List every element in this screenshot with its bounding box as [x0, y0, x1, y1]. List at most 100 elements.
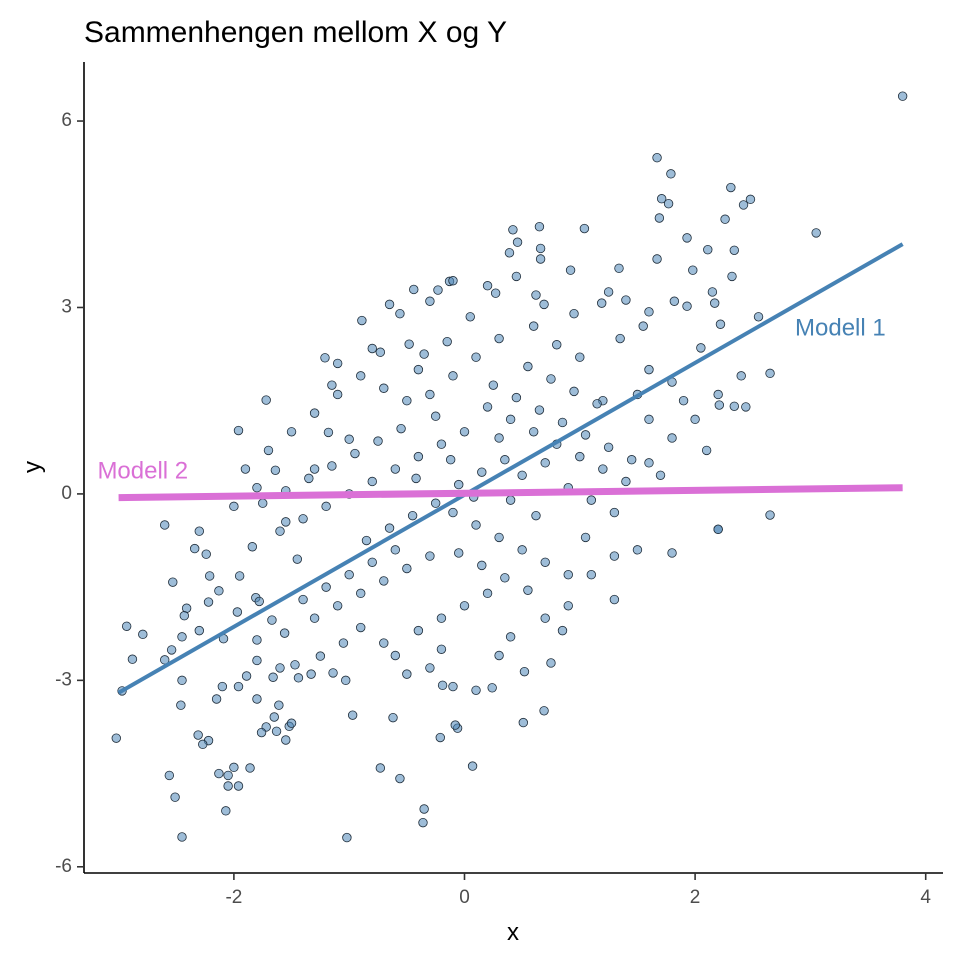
data-point — [176, 700, 186, 710]
data-point — [286, 718, 297, 728]
data-point — [409, 284, 419, 295]
data-point — [407, 510, 418, 521]
data-point — [306, 669, 316, 679]
data-point — [267, 615, 277, 625]
data-point — [177, 632, 187, 642]
data-point — [292, 554, 303, 564]
data-point — [666, 169, 676, 179]
data-point — [569, 386, 579, 397]
x-axis-title: x — [507, 919, 519, 946]
data-point — [614, 263, 624, 274]
y-tick-label: 3 — [61, 296, 72, 317]
data-point — [189, 543, 200, 554]
data-point — [535, 243, 546, 254]
data-point — [540, 613, 550, 623]
data-point — [727, 271, 737, 282]
data-point — [166, 645, 177, 655]
data-point — [603, 442, 614, 453]
data-point — [523, 585, 533, 595]
data-point — [309, 613, 320, 623]
data-point — [652, 254, 662, 264]
data-point — [274, 700, 284, 710]
data-point — [745, 194, 756, 205]
data-point — [603, 287, 614, 297]
data-point — [332, 389, 343, 400]
data-point — [193, 730, 203, 740]
data-point — [271, 726, 282, 737]
data-point — [500, 455, 510, 465]
data-point — [720, 214, 730, 224]
data-point — [433, 285, 443, 295]
data-point — [445, 455, 456, 465]
data-point — [279, 628, 290, 638]
data-point — [540, 557, 550, 567]
data-point — [298, 514, 308, 524]
data-point — [252, 635, 262, 645]
data-point — [201, 549, 211, 559]
data-point — [477, 560, 487, 571]
data-point — [168, 577, 178, 587]
data-point — [505, 632, 516, 642]
data-point — [217, 681, 228, 692]
data-point — [435, 732, 445, 743]
series-line-1 — [117, 242, 904, 695]
data-point — [344, 570, 354, 580]
data-point — [160, 520, 170, 530]
data-point — [170, 792, 180, 802]
data-point — [459, 427, 470, 437]
data-point — [741, 402, 751, 412]
data-point — [477, 467, 487, 477]
data-point — [290, 660, 300, 670]
data-point — [332, 601, 343, 611]
data-point — [450, 720, 460, 730]
data-point — [586, 495, 597, 505]
data-point — [654, 213, 665, 223]
y-tick-label: -6 — [55, 856, 72, 877]
x-tick-label: 0 — [459, 887, 470, 908]
data-point — [256, 727, 267, 738]
data-point — [419, 804, 429, 814]
data-point — [373, 436, 383, 446]
data-point — [511, 392, 522, 403]
data-point — [328, 668, 338, 678]
data-point — [304, 473, 314, 484]
data-point — [546, 374, 556, 384]
data-point — [223, 781, 233, 791]
data-point — [121, 621, 132, 631]
x-tick-label: -2 — [225, 887, 242, 908]
data-point — [356, 588, 366, 599]
data-point — [323, 427, 334, 438]
data-point — [528, 321, 539, 331]
data-point — [430, 411, 441, 421]
data-point — [897, 91, 908, 101]
data-point — [270, 465, 281, 476]
data-point — [275, 526, 285, 536]
data-point — [523, 361, 533, 372]
data-point — [419, 349, 429, 359]
data-point — [179, 611, 190, 621]
data-point — [448, 507, 458, 518]
data-point — [379, 383, 389, 393]
data-point — [388, 712, 398, 723]
data-point — [726, 182, 736, 193]
data-point — [656, 194, 667, 204]
data-point — [682, 233, 692, 243]
data-point — [413, 364, 424, 375]
data-point — [575, 451, 585, 462]
data-point — [320, 353, 330, 363]
data-point — [597, 298, 607, 308]
data-point — [644, 458, 654, 468]
data-point — [425, 296, 435, 306]
data-point — [609, 507, 620, 518]
chart-title: Sammenhengen mellom X og Y — [84, 16, 507, 49]
data-point — [425, 389, 435, 400]
data-point — [655, 470, 666, 480]
data-point — [223, 770, 233, 781]
data-point — [621, 476, 631, 487]
data-point — [701, 445, 712, 456]
data-point — [448, 276, 458, 286]
data-point — [454, 479, 464, 490]
data-point — [254, 596, 264, 607]
series-line-2 — [118, 484, 903, 502]
data-point — [487, 683, 497, 693]
